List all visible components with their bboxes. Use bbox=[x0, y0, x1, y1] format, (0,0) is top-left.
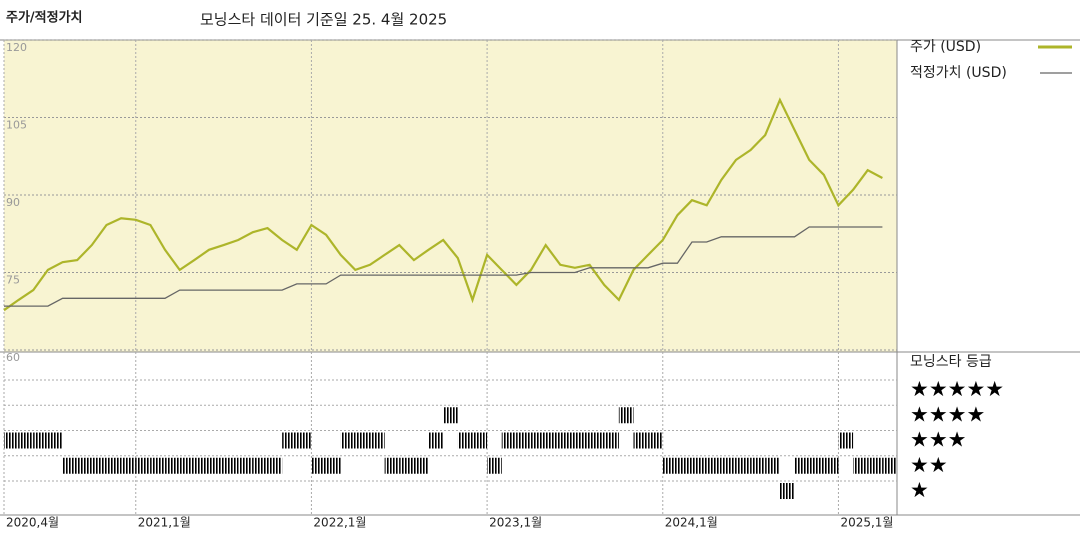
rating-bar bbox=[223, 457, 239, 474]
rating-bar bbox=[311, 457, 327, 474]
x-tick-label: 2022,1월 bbox=[313, 516, 366, 530]
rating-bar bbox=[809, 457, 824, 474]
series-line bbox=[3, 97, 883, 312]
rating-label: ★★★★★ bbox=[910, 377, 1004, 401]
rating-bar bbox=[135, 457, 151, 474]
rating-label: ★★ bbox=[910, 453, 948, 477]
y-tick-label: 105 bbox=[6, 119, 27, 132]
rating-bar bbox=[428, 432, 444, 449]
rating-bar bbox=[77, 457, 92, 474]
rating-bar bbox=[413, 457, 429, 474]
rating-bar bbox=[457, 432, 473, 449]
rating-bar bbox=[545, 432, 561, 449]
rating-bar bbox=[252, 457, 268, 474]
rating-bar bbox=[267, 457, 283, 474]
rating-bar bbox=[794, 457, 810, 474]
rating-bar bbox=[208, 457, 224, 474]
rating-label: ★ bbox=[910, 478, 929, 502]
rating-bar bbox=[33, 432, 48, 449]
rating-bar bbox=[853, 457, 868, 474]
rating-bar bbox=[91, 457, 107, 474]
x-tick-label: 2023,1월 bbox=[489, 516, 542, 530]
rating-bar bbox=[882, 457, 897, 474]
x-tick-label: 2025,1월 bbox=[840, 516, 893, 530]
chart-subtitle: 모닝스타 데이터 기준일 25. 4월 2025 bbox=[200, 11, 447, 29]
rating-bar bbox=[706, 457, 722, 474]
rating-bar bbox=[296, 432, 312, 449]
rating-bar bbox=[838, 432, 854, 449]
rating-bar bbox=[4, 432, 19, 449]
x-tick-label: 2021,1월 bbox=[138, 516, 191, 530]
rating-bar bbox=[194, 457, 209, 474]
rating-bar bbox=[750, 457, 766, 474]
rating-label: ★★★ bbox=[910, 428, 966, 452]
rating-bar bbox=[472, 432, 488, 449]
y-tick-label: 60 bbox=[6, 351, 20, 364]
rating-bar bbox=[867, 457, 883, 474]
x-tick-label: 2024,1월 bbox=[665, 516, 718, 530]
rating-bar bbox=[692, 457, 707, 474]
rating-label: ★★★★ bbox=[910, 402, 985, 426]
rating-bar bbox=[443, 407, 458, 424]
x-tick-label: 2020,4월 bbox=[6, 516, 59, 530]
rating-bar bbox=[326, 457, 341, 474]
rating-bar bbox=[238, 457, 253, 474]
rating-bar bbox=[501, 432, 517, 449]
rating-bar bbox=[179, 457, 195, 474]
rating-bar bbox=[106, 457, 122, 474]
rating-bar bbox=[531, 432, 546, 449]
rating-bar bbox=[618, 407, 634, 424]
rating-bar bbox=[604, 432, 619, 449]
y-tick-label: 75 bbox=[6, 274, 20, 287]
rating-bar bbox=[560, 432, 575, 449]
rating-bar bbox=[47, 432, 63, 449]
rating-bar bbox=[355, 432, 370, 449]
rating-bar bbox=[384, 457, 400, 474]
rating-bar bbox=[340, 432, 356, 449]
series-line bbox=[4, 226, 883, 307]
rating-bar bbox=[677, 457, 693, 474]
rating-bar bbox=[589, 432, 605, 449]
rating-bar bbox=[62, 457, 78, 474]
rating-bar bbox=[121, 457, 136, 474]
rating-bar bbox=[399, 457, 414, 474]
rating-bar bbox=[779, 483, 795, 499]
rating-bar bbox=[823, 457, 839, 474]
rating-title: 모닝스타 등급 bbox=[910, 354, 992, 370]
rating-bar bbox=[150, 457, 166, 474]
chart-title: 주가/적정가치 bbox=[6, 10, 83, 26]
rating-bar bbox=[721, 457, 736, 474]
rating-bar bbox=[18, 432, 34, 449]
rating-bar bbox=[165, 457, 180, 474]
rating-bar bbox=[516, 432, 532, 449]
y-tick-label: 90 bbox=[6, 196, 20, 209]
rating-bar bbox=[574, 432, 590, 449]
y-tick-label: 120 bbox=[6, 41, 27, 54]
plot-background bbox=[4, 40, 897, 352]
rating-bar bbox=[282, 432, 297, 449]
rating-bar bbox=[662, 457, 678, 474]
rating-bar bbox=[633, 432, 649, 449]
rating-bar bbox=[487, 457, 502, 474]
legend-label: 주가 (USD) bbox=[910, 39, 981, 55]
rating-bar bbox=[369, 432, 385, 449]
rating-bar bbox=[648, 432, 663, 449]
legend-label: 적정가치 (USD) bbox=[910, 65, 1007, 81]
rating-bar bbox=[735, 457, 751, 474]
rating-bar bbox=[765, 457, 780, 474]
